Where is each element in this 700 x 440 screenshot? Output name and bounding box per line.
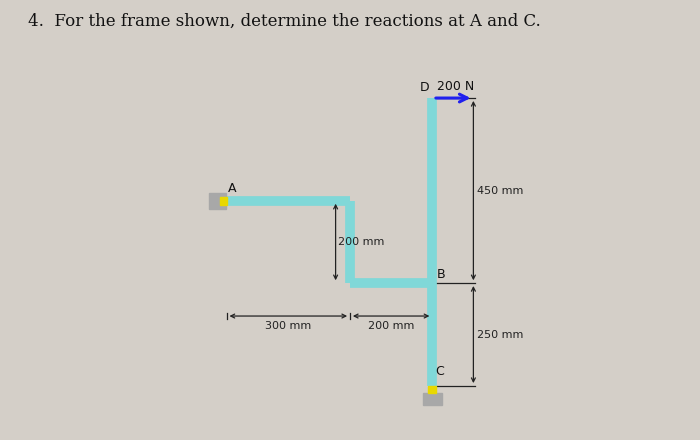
Bar xyxy=(220,197,228,205)
Text: 200 mm: 200 mm xyxy=(337,237,384,247)
Text: D: D xyxy=(419,81,429,94)
Text: 300 mm: 300 mm xyxy=(265,321,312,331)
Text: 4.  For the frame shown, determine the reactions at A and C.: 4. For the frame shown, determine the re… xyxy=(28,13,540,30)
Bar xyxy=(209,193,226,209)
Text: C: C xyxy=(435,365,444,378)
Text: 200 mm: 200 mm xyxy=(368,321,414,331)
Text: 200 N: 200 N xyxy=(438,80,475,93)
Text: B: B xyxy=(436,268,445,281)
Text: 450 mm: 450 mm xyxy=(477,186,523,196)
Bar xyxy=(428,386,436,393)
Text: A: A xyxy=(228,182,236,195)
Bar xyxy=(423,393,442,405)
Text: 250 mm: 250 mm xyxy=(477,330,523,340)
